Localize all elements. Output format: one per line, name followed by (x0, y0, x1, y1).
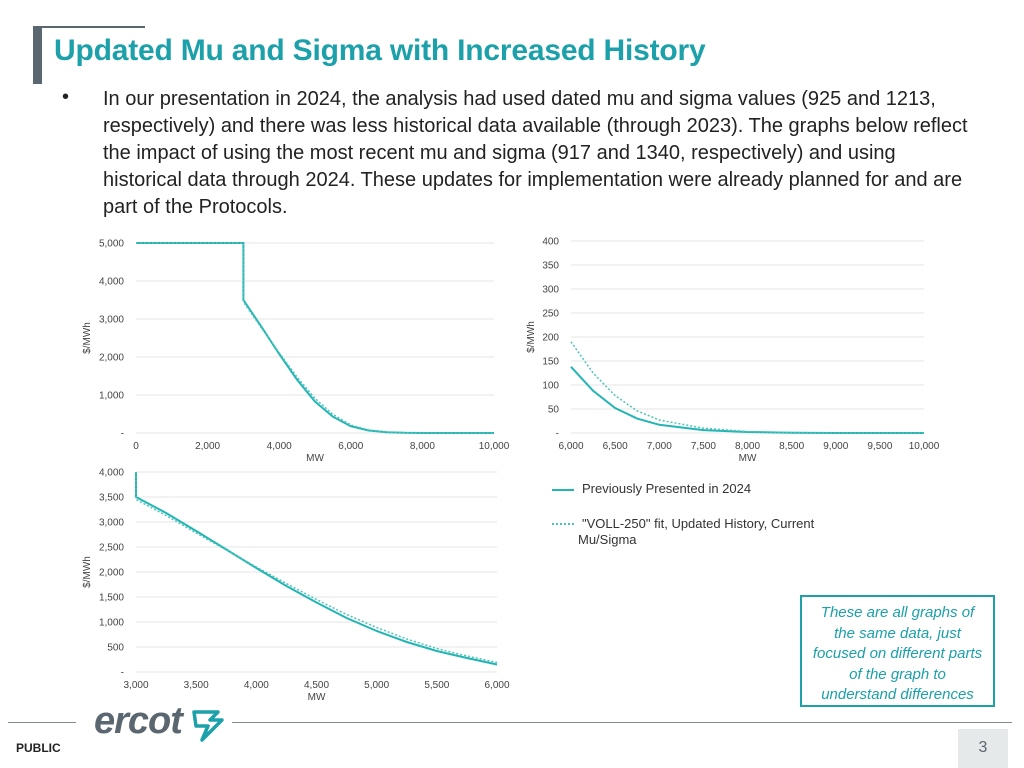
y-tick-label: 100 (542, 381, 559, 392)
x-tick-label: 0 (133, 441, 139, 452)
x-tick-label: 7,500 (691, 441, 716, 452)
legend-label-dotted-line2: Mu/Sigma (578, 532, 637, 547)
legend-swatch-dotted (552, 523, 574, 525)
y-tick-label: - (556, 429, 559, 440)
x-tick-label: 4,000 (267, 441, 292, 452)
legend-label-solid: Previously Presented in 2024 (582, 481, 752, 496)
x-tick-label: 4,500 (304, 680, 329, 691)
y-tick-label: 250 (542, 309, 559, 320)
legend-swatch-solid (552, 489, 574, 491)
y-tick-label: 4,000 (99, 277, 124, 288)
y-tick-label: - (121, 668, 124, 679)
page-number: 3 (978, 739, 988, 756)
x-tick-label: 7,000 (647, 441, 672, 452)
callout-note: These are all graphs of the same data, j… (800, 595, 995, 707)
y-tick-label: 2,000 (99, 568, 124, 579)
title-accent-bar (33, 28, 42, 84)
y-tick-label: 150 (542, 357, 559, 368)
bullet-marker: • (62, 86, 70, 108)
y-tick-label: 1,500 (99, 593, 124, 604)
y-tick-label: 50 (548, 405, 560, 416)
series-line-dotted (136, 242, 494, 434)
x-axis-label: MW (308, 692, 326, 703)
x-axis-label: MW (306, 453, 324, 464)
bullet-text: In our presentation in 2024, the analysi… (103, 88, 968, 218)
y-tick-label: 5,000 (99, 239, 124, 250)
slide-title: Updated Mu and Sigma with Increased Hist… (54, 34, 706, 67)
x-tick-label: 6,500 (603, 441, 628, 452)
series-line-solid (135, 472, 498, 666)
y-tick-label: 3,000 (99, 315, 124, 326)
x-tick-label: 9,000 (823, 441, 848, 452)
classification-label: PUBLIC (16, 741, 61, 755)
x-tick-label: 4,000 (244, 680, 269, 691)
y-tick-label: - (121, 429, 124, 440)
x-tick-label: 8,000 (735, 441, 760, 452)
y-tick-label: 200 (542, 333, 559, 344)
x-tick-label: 10,000 (479, 441, 510, 452)
x-axis-label: MW (739, 453, 757, 464)
x-tick-label: 9,500 (867, 441, 892, 452)
x-tick-label: 8,000 (410, 441, 435, 452)
y-tick-label: 3,500 (99, 493, 124, 504)
series-line-dotted (135, 472, 498, 664)
y-tick-label: 4,000 (99, 468, 124, 479)
x-tick-label: 8,500 (779, 441, 804, 452)
series-line-solid (570, 366, 924, 434)
ercot-logo-mark (192, 710, 224, 742)
y-tick-label: 2,500 (99, 543, 124, 554)
footer-divider-right (232, 722, 1012, 723)
y-axis-label: $/MWh (526, 321, 537, 353)
x-tick-label: 6,000 (484, 680, 509, 691)
y-tick-label: 2,000 (99, 353, 124, 364)
y-tick-label: 300 (542, 285, 559, 296)
y-axis-label: $/MWh (82, 322, 93, 354)
x-tick-label: 3,000 (123, 680, 148, 691)
x-tick-label: 5,500 (424, 680, 449, 691)
chart-mid-zoom: - 500 1,000 1,500 2,000 2,500 3,000 3,500 4,000 3… (82, 468, 510, 704)
x-tick-label: 10,000 (909, 441, 940, 452)
x-tick-label: 5,000 (364, 680, 389, 691)
series-line-solid (136, 242, 494, 434)
y-tick-label: 1,000 (99, 391, 124, 402)
chart-tail-zoom: - 50 100 150 200 250 300 350 400 6,000 6,500 7,000 7… (526, 237, 940, 465)
x-tick-label: 6,000 (338, 441, 363, 452)
y-tick-label: 1,000 (99, 618, 124, 629)
legend-label-dotted-line1: "VOLL-250" fit, Updated History, Current (582, 516, 815, 531)
footer-divider-left (8, 722, 76, 723)
title-accent-line (33, 26, 145, 28)
y-tick-label: 350 (542, 261, 559, 272)
series-line-dotted (570, 341, 924, 434)
x-tick-label: 3,500 (184, 680, 209, 691)
y-tick-label: 3,000 (99, 518, 124, 529)
y-tick-label: 400 (542, 237, 559, 248)
chart-full-range: - 1,000 2,000 3,000 4,000 5,000 0 2,000 4,000 6,0… (82, 239, 510, 465)
x-tick-label: 2,000 (195, 441, 220, 452)
y-tick-label: 500 (107, 643, 124, 654)
x-tick-label: 6,000 (558, 441, 583, 452)
ercot-logo: ercot (94, 700, 183, 742)
page-number-box: 3 (958, 729, 1008, 768)
y-axis-label: $/MWh (82, 556, 93, 588)
